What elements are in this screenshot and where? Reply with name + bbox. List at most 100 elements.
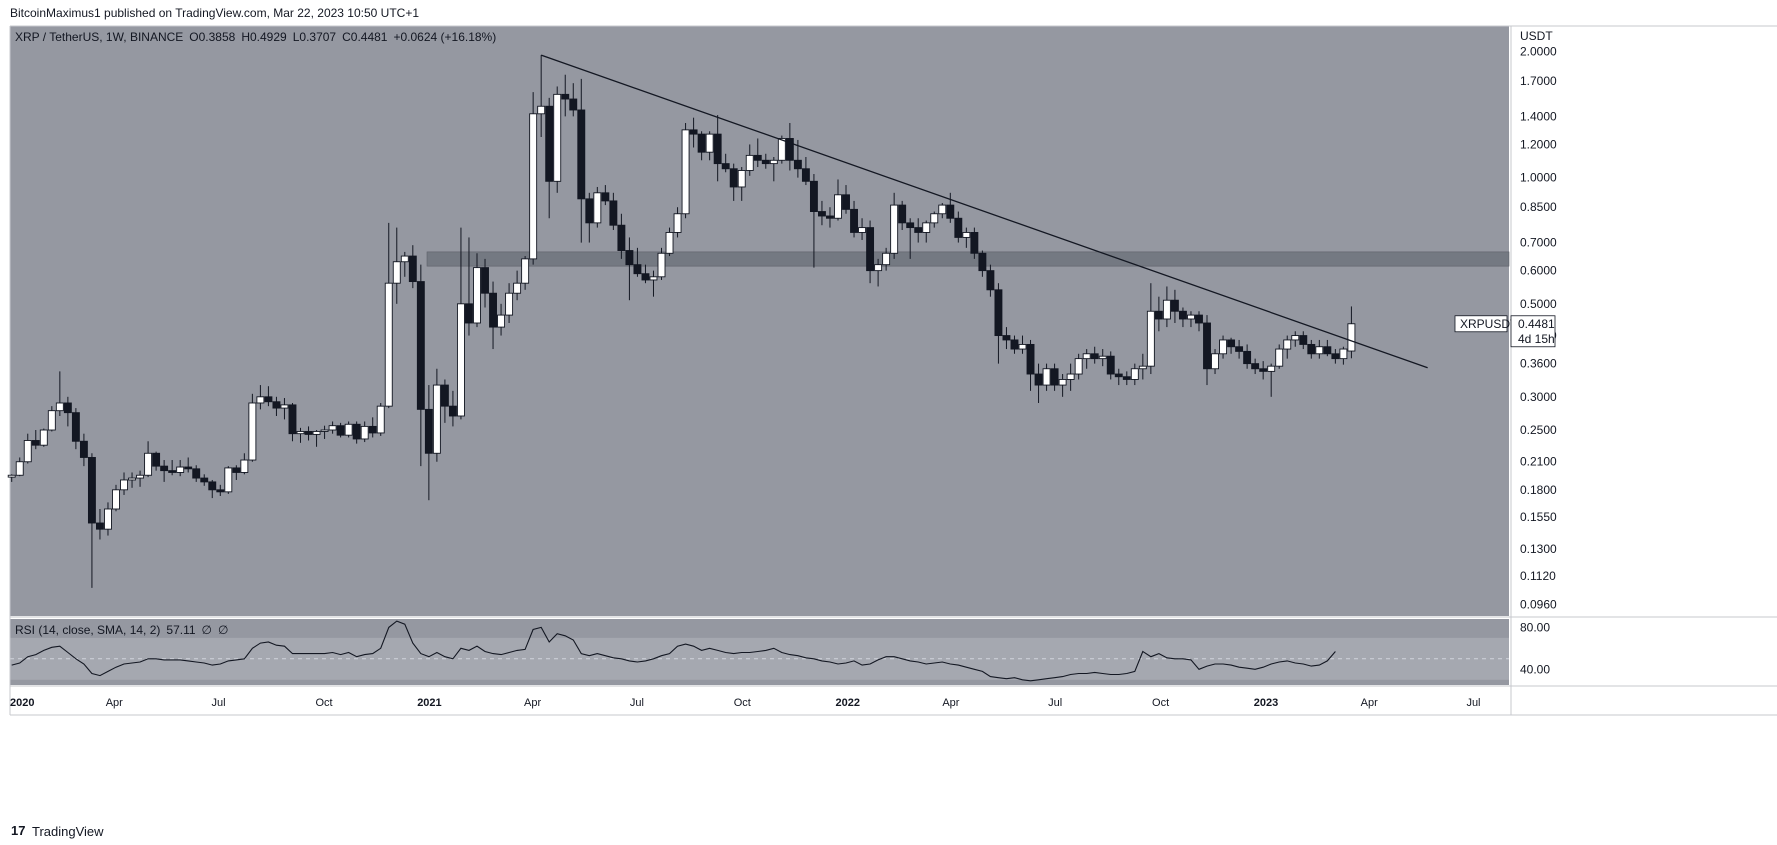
candle [938,202,947,219]
candle-body [112,489,120,510]
candle [529,92,538,265]
candle-body [801,168,810,182]
candle [1154,296,1163,332]
candle [112,484,120,512]
candle-body [31,440,40,446]
time-tick-label: Jul [630,697,644,709]
candle [681,122,690,219]
candle [497,303,506,336]
price-tick-label: 2.0000 [1520,44,1557,58]
candle [954,211,963,243]
publish-header: BitcoinMaximus1 published on TradingView… [0,0,1777,26]
price-tick-label: 0.3600 [1520,357,1557,371]
candle-body [874,264,883,272]
candle-body [368,425,377,434]
candle [216,484,225,496]
candle [87,453,96,588]
candle-body [1002,335,1011,341]
candle-body [1018,343,1027,350]
candle-body [224,467,233,493]
candle-body [1299,335,1308,345]
candle-body [1162,299,1171,320]
candle [513,270,522,301]
candle-body [144,452,153,476]
time-tick-label: 2023 [1254,697,1278,709]
symbol-name: XRP / TetherUS, 1W, BINANCE [15,30,183,44]
candle [320,425,329,439]
candle [593,186,602,228]
candle [1018,335,1027,354]
candle-body [1219,339,1228,355]
candle-body [842,194,850,210]
candle-body [1058,379,1067,386]
candle [553,86,562,193]
rsi-tick-label: 80.00 [1520,620,1550,634]
candle [432,368,441,462]
price-tick-label: 0.7000 [1520,236,1557,250]
candle [930,211,939,228]
candle [649,270,658,297]
candle-body [320,429,329,432]
resistance-zone [426,251,1510,267]
candle [328,421,337,434]
candle [561,74,570,117]
rsi-null-1: ∅ [202,623,212,637]
candle-body [168,470,177,473]
candle-body [272,401,281,409]
candle-body [834,194,842,219]
candle-body [521,258,530,284]
candle [240,453,249,475]
candle-body [481,267,489,294]
time-tick-label: Jul [212,697,226,709]
time-tick-label: Oct [315,697,332,709]
candle [160,460,169,482]
candle-body [176,466,185,473]
candle [1283,335,1292,359]
candle [922,220,931,243]
candle [1074,353,1083,380]
tradingview-brand[interactable]: TradingView [32,824,104,839]
price-tick-label: 0.2500 [1520,423,1557,437]
price-tick-label: 1.7000 [1520,74,1557,88]
candle-body [1074,358,1083,375]
candle-body [529,113,538,260]
candle-body [633,264,642,275]
candle-body [1195,314,1203,324]
candle-body [569,98,578,111]
candle [128,472,136,488]
price-tick-label: 1.0000 [1520,171,1557,185]
candle-body [352,423,361,440]
legend-h-value: 0.4929 [250,30,287,44]
candle-body [657,252,666,278]
time-tick-label: Jul [1048,697,1062,709]
candle [1307,339,1316,359]
candle [136,470,145,487]
candle-body [55,402,64,412]
candle [344,421,353,438]
legend-o-value: 0.3858 [199,30,236,44]
candle-body [930,213,939,224]
main-pane [10,26,1509,616]
candle [874,258,883,287]
candle-body [312,431,321,435]
price-tick-label: 0.1300 [1520,542,1557,556]
tradingview-logo-icon[interactable]: 17 [11,823,26,838]
time-tick-label: 2021 [417,697,441,709]
candle-body [1130,368,1139,380]
candle [898,200,907,231]
candle [537,55,546,138]
time-tick-label: Jul [1466,697,1480,709]
rsi-value: 57.11 [166,623,195,637]
candle-body [673,213,682,233]
candle-body [577,109,586,200]
candle [400,251,409,277]
candle-body [39,429,48,446]
publish-info: BitcoinMaximus1 published on TradingView… [10,6,420,20]
candle [545,97,554,219]
candle-body [71,412,80,442]
candle-body [753,154,762,161]
candle-body [1082,353,1091,360]
candle-body [1146,310,1155,367]
